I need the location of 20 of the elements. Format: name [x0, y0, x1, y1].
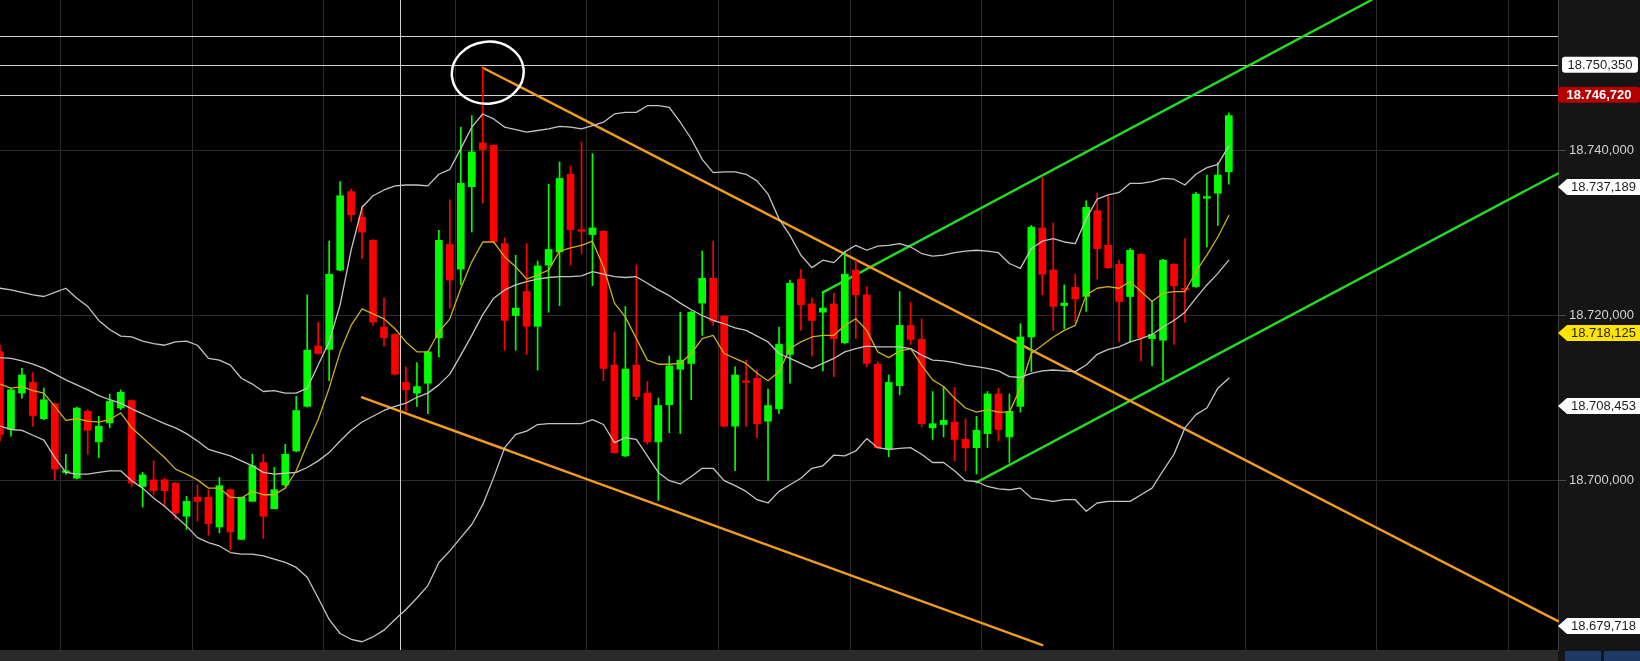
candlestick	[413, 362, 421, 407]
text: 18.679,718	[1570, 618, 1637, 634]
candlestick	[1060, 284, 1069, 330]
text: 18.737,189	[1570, 179, 1637, 195]
candlestick	[742, 359, 750, 427]
text: 18.718,125	[1570, 325, 1637, 341]
candlestick	[511, 254, 520, 351]
y-tick-label: 18.720,000	[1569, 307, 1635, 323]
candlestick	[676, 311, 685, 434]
y-tick-label: 18.700,000	[1569, 472, 1635, 488]
candlestick	[764, 388, 772, 482]
candlestick	[402, 366, 410, 412]
y-tick-label: 18.740,000	[1569, 141, 1635, 157]
ref-line-label: 18.746,720	[1566, 86, 1632, 102]
candlestick	[1203, 174, 1211, 248]
candlestick	[819, 291, 827, 372]
candlestick	[478, 67, 487, 204]
text: 18.708,453	[1570, 398, 1637, 414]
candlestick	[314, 321, 323, 355]
ref-line-label: 18.750,350	[1567, 56, 1633, 72]
